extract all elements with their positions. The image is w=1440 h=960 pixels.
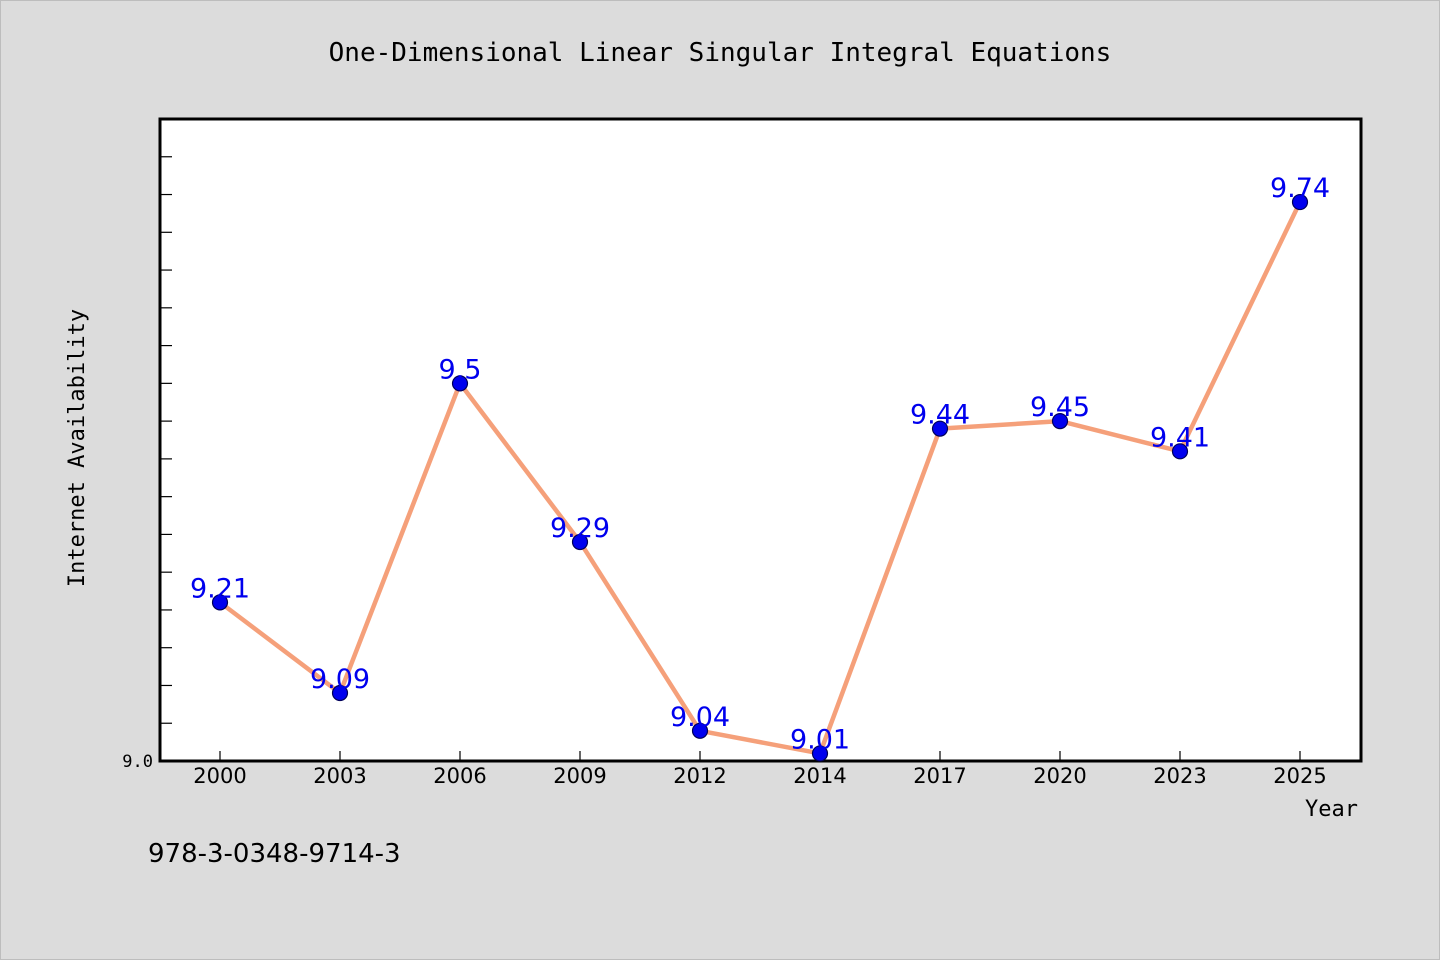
data-point <box>571 533 589 551</box>
x-tick-label: 2023 <box>1153 764 1206 788</box>
data-point <box>931 420 949 437</box>
data-label: 9.41 <box>1150 422 1210 453</box>
x-axis-label: Year <box>1305 797 1358 822</box>
series-layer: 9.21 9.09 9.5 9.29 9.04 9.01 9.44 9.45 9.41 9.74 <box>190 173 1330 762</box>
plot-area <box>158 117 1363 763</box>
data-label: 9.74 <box>1270 173 1330 204</box>
data-label: 9.09 <box>310 664 370 695</box>
data-point <box>811 745 829 762</box>
x-tick-label: 2012 <box>673 764 726 788</box>
data-label: 9.45 <box>1030 392 1090 423</box>
data-label: 9.01 <box>790 724 850 755</box>
data-point <box>1171 443 1189 460</box>
data-point <box>1291 193 1309 211</box>
x-axis-ticks: 2000 2003 2006 2009 2012 2014 2017 2020 2023 2025 <box>193 751 1327 788</box>
footer-isbn: 978-3-0348-9714-3 <box>148 839 401 869</box>
data-point <box>1051 413 1069 430</box>
data-label: 9.29 <box>550 513 610 544</box>
y-axis-label: Internet Availability <box>65 309 90 587</box>
x-tick-label: 2006 <box>433 764 486 788</box>
data-point <box>451 375 469 392</box>
chart-title: One-Dimensional Linear Singular Integral… <box>329 38 1112 68</box>
x-tick-label: 2009 <box>553 764 606 788</box>
data-label: 9.5 <box>439 354 482 385</box>
x-tick-label: 2017 <box>913 764 966 788</box>
x-tick-label: 2014 <box>793 764 846 788</box>
data-label: 9.44 <box>910 400 970 431</box>
data-point <box>211 594 229 611</box>
x-tick-label: 2003 <box>313 764 366 788</box>
data-label: 9.21 <box>190 573 250 604</box>
data-point <box>331 684 349 702</box>
x-tick-label: 2000 <box>193 764 246 788</box>
data-point <box>691 722 709 739</box>
x-tick-label: 2025 <box>1273 764 1326 788</box>
y-tick-label: 9.0 <box>122 752 153 772</box>
x-tick-label: 2020 <box>1033 764 1086 788</box>
y-axis-ticks: 9.0 <box>122 118 172 772</box>
data-label: 9.04 <box>670 702 730 733</box>
series-line <box>218 201 1303 756</box>
